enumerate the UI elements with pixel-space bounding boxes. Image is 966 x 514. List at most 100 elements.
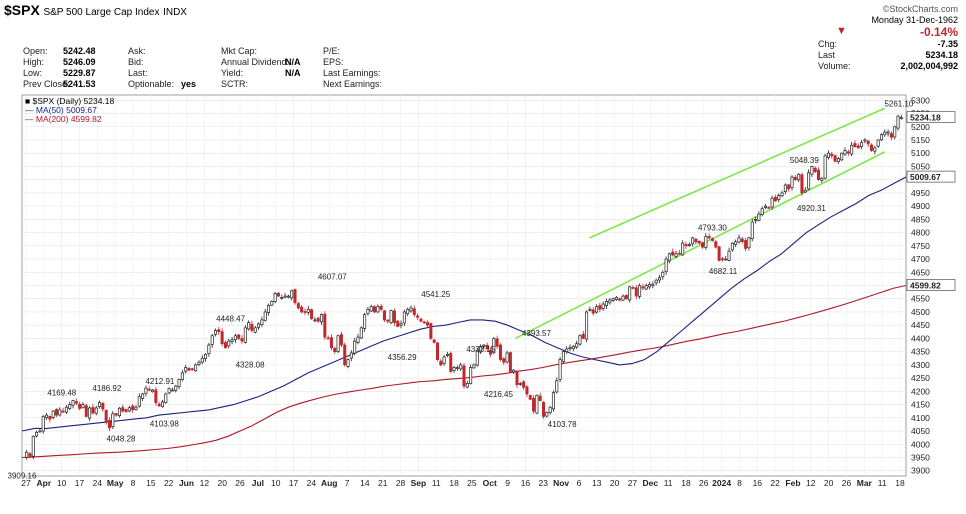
ma50-price-tag-box — [906, 170, 956, 183]
candle-body — [873, 147, 877, 152]
candle-body — [657, 277, 661, 281]
candle-body — [545, 412, 549, 417]
candle-body — [363, 314, 367, 329]
candle-body — [813, 167, 817, 173]
candle-body — [866, 140, 870, 145]
x-tick-label: 17 — [289, 478, 299, 488]
quote-value: yes — [181, 79, 197, 89]
candle-body — [84, 405, 88, 417]
x-tick-label: 27 — [21, 478, 31, 488]
candle-body — [58, 409, 62, 416]
candle-body — [846, 151, 850, 154]
candle-body — [598, 305, 602, 310]
candle-body — [121, 407, 125, 412]
x-tick-label: Sep — [411, 478, 427, 488]
quote-date: Monday 31-Dec-1962 — [871, 15, 958, 25]
candle-body — [558, 359, 562, 380]
candle-body — [439, 360, 443, 366]
candle-body — [373, 306, 377, 313]
x-tick-label: 13 — [592, 478, 602, 488]
candle-body — [230, 339, 234, 342]
x-tick-label: 8 — [131, 478, 136, 488]
price-annotation: 5048.39 — [790, 156, 819, 165]
candle-body — [777, 195, 781, 200]
y-tick-label: 4200 — [911, 386, 930, 396]
candle-body — [276, 293, 280, 297]
y-tick-label: 3950 — [911, 452, 930, 462]
candle-body — [366, 308, 370, 314]
x-tick-label: 20 — [824, 478, 834, 488]
candle-body — [233, 335, 237, 341]
candle-body — [498, 344, 502, 360]
ma200-price-tag-box — [906, 279, 956, 291]
candle-body — [353, 340, 357, 354]
candle-body — [263, 311, 267, 321]
last-price-tag: 5234.18 — [910, 113, 941, 123]
candle-body — [359, 327, 363, 339]
candle-body — [402, 311, 406, 324]
candle-body — [455, 367, 459, 369]
candle-body — [677, 252, 681, 255]
candle-body — [194, 364, 198, 372]
quote-label: Annual Dividend: — [221, 57, 290, 67]
candle-body — [763, 205, 768, 208]
candle-body — [409, 307, 413, 312]
candle-body — [797, 174, 801, 181]
x-tick-label: 11 — [432, 478, 441, 488]
candle-body — [174, 385, 178, 391]
candle-body — [565, 348, 569, 352]
candle-body — [223, 342, 227, 349]
x-tick-label: 28 — [396, 478, 406, 488]
candle-body — [860, 142, 864, 147]
candle-body — [396, 320, 400, 327]
candle-body — [462, 365, 466, 387]
candle-body — [131, 405, 135, 411]
candle-body — [68, 404, 72, 409]
candle-body — [124, 409, 128, 412]
candle-body — [270, 301, 274, 306]
candle-body — [744, 240, 748, 249]
candle-body — [78, 403, 82, 409]
candle-body — [107, 420, 111, 429]
candle-body — [773, 196, 777, 202]
stockcharts-logo[interactable]: ©StockCharts.com — [882, 4, 958, 14]
candle-body — [465, 383, 469, 388]
x-tick-label: 14 — [360, 478, 370, 488]
legend-entry: — MA(200) 4599.82 — [25, 114, 102, 124]
last-label-right: Last — [818, 50, 836, 60]
candle-body — [767, 207, 771, 209]
x-tick-label: 24 — [307, 478, 317, 488]
down-arrow-icon: ▼ — [836, 25, 847, 37]
y-tick-label: 4300 — [911, 360, 930, 370]
quote-label: Optionable: — [128, 79, 175, 89]
candle-body — [472, 364, 476, 369]
candle-body — [518, 383, 522, 385]
candle-body — [94, 407, 98, 414]
quote-value: 5246.09 — [63, 57, 96, 67]
candle-body — [850, 144, 854, 155]
candle-body — [190, 368, 194, 371]
quote-label: Bid: — [128, 57, 144, 67]
y-tick-label: 4700 — [911, 254, 930, 264]
candle-body — [750, 221, 754, 240]
candle-body — [117, 407, 121, 417]
candle-body — [561, 351, 565, 362]
candle-body — [210, 335, 214, 345]
x-tick-label: 17 — [75, 478, 85, 488]
candle-body — [127, 407, 131, 412]
candle-body — [701, 242, 705, 248]
candle-body — [25, 451, 29, 458]
price-annotation: 4103.78 — [548, 420, 577, 429]
candle-body — [71, 400, 75, 406]
candle-body — [661, 271, 665, 278]
legend-entry: — MA(50) 5009.67 — [25, 105, 97, 115]
chart-title: $SPX S&P 500 Large Cap Index INDX — [4, 2, 187, 18]
candle-body — [886, 131, 890, 134]
y-tick-label: 4050 — [911, 426, 930, 436]
candle-body — [876, 139, 880, 147]
y-tick-label: 4800 — [911, 228, 930, 238]
x-tick-label: 10 — [57, 478, 67, 488]
y-tick-label: 5200 — [911, 122, 930, 132]
candle-body — [512, 369, 516, 373]
